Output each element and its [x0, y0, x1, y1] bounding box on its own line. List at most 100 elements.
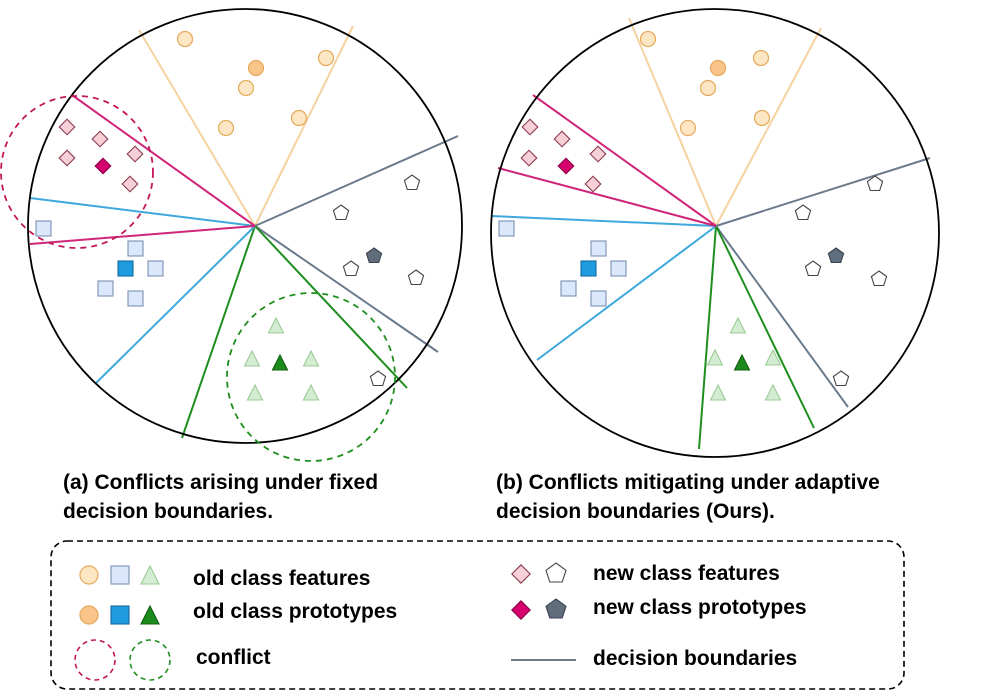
legend-conflict-label: conflict [196, 646, 271, 669]
boundary-orange-left [628, 17, 717, 227]
caption-a-line1: (a) Conflicts arising under fixed [63, 471, 378, 494]
boundary-blue-lower [94, 225, 256, 385]
old-prototype-circle [247, 59, 265, 77]
boundary-green-left [698, 225, 717, 450]
boundary-blue-lower [536, 225, 717, 361]
new-feature-diamond [584, 175, 602, 193]
legend-old-feature-circle [79, 565, 99, 585]
old-feature-circle [317, 49, 335, 67]
old-feature-triangle [729, 316, 747, 334]
old-feature-square [610, 260, 627, 277]
boundary-orange-right [715, 27, 822, 227]
legend-box [50, 540, 905, 690]
boundary-pink-upper [71, 94, 256, 227]
boundary-grey-upper [715, 157, 931, 227]
panel-b [490, 8, 940, 458]
boundary-green-right [715, 225, 815, 429]
new-feature-pentagon [403, 174, 421, 191]
legend-conflict-circle-green [129, 639, 171, 681]
new-feature-diamond [589, 145, 607, 163]
old-prototype-square [580, 260, 597, 277]
old-feature-circle [176, 30, 194, 48]
conflict-circle-pink [0, 95, 154, 249]
legend-new-feature-diamond [511, 564, 531, 584]
new-feature-pentagon [870, 270, 888, 287]
legend-old-features-label: old class features [193, 567, 370, 590]
old-feature-square [498, 220, 515, 237]
legend-conflict-circle-pink [74, 639, 116, 681]
new-feature-diamond [126, 145, 144, 163]
boundary-pink-lower [29, 225, 256, 245]
legend-old-prototype-square [110, 605, 130, 625]
caption-b-line2: decision boundaries (Ours). [496, 500, 775, 523]
old-feature-circle [290, 109, 308, 127]
caption-b-line1: (b) Conflicts mitigating under adaptive [496, 471, 880, 494]
caption-a-line2: decision boundaries. [63, 500, 273, 523]
legend-old-prototype-circle [79, 605, 99, 625]
new-feature-pentagon [804, 260, 822, 277]
old-prototype-triangle [733, 353, 751, 371]
old-feature-circle [639, 30, 657, 48]
legend-new-feature-pentagon [545, 562, 567, 583]
legend-old-prototype-triangle [140, 604, 160, 625]
boundary-green-left [181, 225, 256, 439]
new-feature-pentagon [342, 260, 360, 277]
new-feature-diamond [121, 175, 139, 193]
legend-new-prototype-diamond [511, 600, 531, 620]
old-feature-circle [217, 119, 235, 137]
new-feature-diamond [58, 118, 76, 136]
old-feature-square [97, 280, 114, 297]
legend-new-prototype-pentagon [545, 598, 567, 619]
old-prototype-square [117, 260, 134, 277]
new-prototype-diamond [557, 157, 575, 175]
boundary-grey-lower [715, 225, 849, 408]
old-feature-triangle [243, 349, 261, 367]
legend-old-feature-square [110, 565, 130, 585]
new-feature-pentagon [866, 175, 884, 192]
old-prototype-circle [709, 59, 727, 77]
old-feature-triangle [246, 383, 264, 401]
legend-old-feature-triangle [140, 564, 160, 585]
new-feature-diamond [58, 149, 76, 167]
new-feature-diamond [553, 130, 571, 148]
boundary-green-right [254, 225, 408, 389]
legend-boundaries-label: decision boundaries [593, 647, 797, 670]
legend-old-prototypes-label: old class prototypes [193, 600, 397, 623]
old-feature-square [127, 290, 144, 307]
old-prototype-triangle [271, 353, 289, 371]
old-feature-triangle [764, 383, 782, 401]
new-feature-pentagon [794, 204, 812, 221]
boundary-pink-lower [497, 167, 717, 227]
new-prototype-pentagon [365, 247, 383, 264]
new-prototype-diamond [94, 157, 112, 175]
feature-space-circle [27, 8, 463, 444]
old-feature-square [127, 240, 144, 257]
old-feature-triangle [706, 348, 724, 366]
old-feature-square [590, 290, 607, 307]
new-feature-diamond [91, 130, 109, 148]
new-feature-diamond [521, 118, 539, 136]
old-feature-square [147, 260, 164, 277]
boundary-orange-left [138, 29, 256, 227]
old-feature-triangle [709, 383, 727, 401]
boundary-grey-upper [254, 135, 459, 227]
old-feature-circle [752, 49, 770, 67]
new-feature-diamond [520, 149, 538, 167]
new-feature-pentagon [332, 204, 350, 221]
conflict-circle-green [226, 292, 396, 462]
panel-a [0, 8, 463, 462]
boundary-blue-upper [490, 215, 717, 227]
new-feature-pentagon [832, 370, 850, 387]
new-feature-pentagon [369, 370, 387, 387]
legend: old class features old class prototypes … [50, 540, 905, 690]
old-feature-square [560, 280, 577, 297]
feature-space-circle [490, 8, 940, 458]
boundary-blue-upper [29, 197, 256, 227]
old-feature-triangle [302, 383, 320, 401]
boundary-grey-lower [254, 225, 439, 353]
old-feature-circle [699, 79, 717, 97]
new-feature-pentagon [407, 269, 425, 286]
old-feature-circle [679, 119, 697, 137]
old-feature-square [35, 220, 52, 237]
